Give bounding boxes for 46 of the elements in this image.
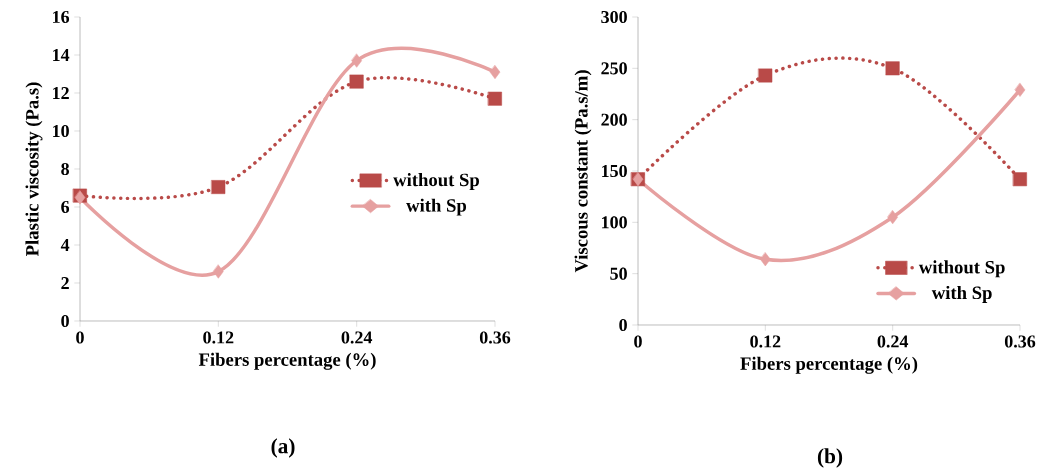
x-tick-label: 0.36 — [1004, 335, 1036, 348]
point — [887, 210, 898, 225]
point — [1014, 82, 1026, 97]
point — [1013, 172, 1027, 187]
y-tick-label: 0 — [61, 314, 69, 328]
text: (b) — [817, 448, 843, 468]
point — [211, 180, 226, 194]
y-tick-label: 12 — [53, 87, 69, 99]
point — [213, 264, 224, 279]
x-axis-title: Fibers percentage (%) — [740, 356, 918, 374]
x-axis-title: Fibers percentage (%) — [198, 352, 376, 370]
point — [488, 91, 502, 106]
point — [885, 61, 900, 76]
x-tick-label: 0.36 — [479, 331, 511, 344]
y-axis-title: Plastic viscosity (Pa.s) — [25, 82, 43, 257]
y-tick-label: 250 — [601, 62, 627, 75]
point — [349, 74, 364, 89]
x-tick-label: 0 — [76, 331, 84, 344]
text: (a) — [271, 438, 295, 458]
point — [760, 252, 771, 267]
legend-label: with Sp — [931, 285, 992, 303]
x-tick-label: 0.12 — [203, 331, 234, 344]
legend-label: with Sp — [406, 198, 467, 216]
y-tick-label: 16 — [53, 10, 70, 24]
point — [758, 68, 773, 83]
x-tick-label: 0.12 — [750, 335, 781, 348]
x-tick-label: 0.24 — [877, 335, 909, 348]
legend-label: without Sp — [393, 173, 479, 190]
y-tick-label: 4 — [60, 239, 70, 251]
y-tick-label: 6 — [61, 200, 70, 214]
x-tick-label: 0 — [634, 335, 642, 348]
y-axis-title: Viscous constant (Pa.s/m) — [574, 70, 592, 273]
y-tick-label: 100 — [602, 216, 627, 229]
y-tick-label: 14 — [53, 49, 70, 61]
x-tick-label: 0.24 — [341, 331, 373, 344]
y-tick-label: 300 — [601, 10, 627, 24]
y-tick-label: 50 — [610, 267, 627, 280]
y-tick-label: 200 — [601, 113, 627, 126]
point — [489, 65, 501, 80]
y-tick-label: 2 — [61, 277, 69, 289]
legend-label: without Sp — [918, 260, 1005, 278]
point — [351, 53, 362, 68]
y-tick-label: 0 — [619, 318, 627, 332]
y-tick-label: 150 — [602, 164, 627, 178]
y-tick-label: 8 — [61, 162, 70, 176]
y-tick-label: 10 — [53, 124, 69, 138]
